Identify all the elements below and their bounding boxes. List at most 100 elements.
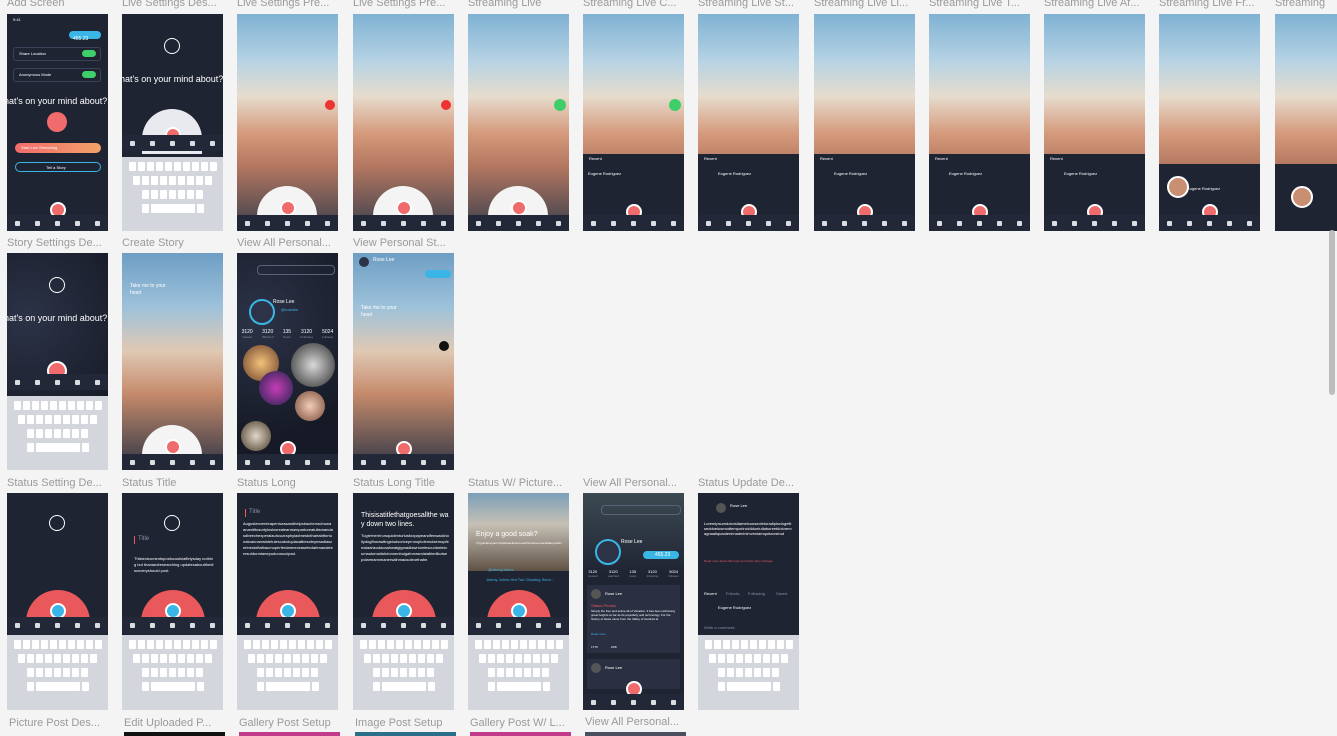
artboard-label[interactable]: View Personal St... [353,237,446,249]
tab-recent[interactable]: Recent [820,156,833,161]
artboard-view-all-personal[interactable]: Rose Lee @roselee 3120 Viewed 3120 Watched… [237,253,338,470]
post-card[interactable]: Rose Lee Status Photos Simply the free a… [587,585,680,653]
pause-icon[interactable] [669,99,681,111]
story-bubble[interactable] [259,371,293,405]
avatar[interactable] [716,503,726,513]
record-icon[interactable] [325,100,335,110]
artboard-status-long[interactable]: Title Augustenventeapenturasandhelpsbach… [237,493,338,710]
artboard-label[interactable]: Live Settings Pre... [353,0,446,9]
artboard-label[interactable]: Live Settings Pre... [237,0,330,9]
tab-following[interactable]: Following [748,591,765,596]
artboard-label[interactable]: Edit Uploaded P... [124,717,212,729]
artboard-status-setting-de[interactable] [7,493,108,710]
artboard-label[interactable]: Status W/ Picture... [468,477,563,489]
artboard-live-settings-des[interactable]: hat's on your mind about? [122,14,223,231]
artboard-label[interactable]: Status Long [237,477,296,489]
artboard-view-personal-st[interactable]: Rose Lee Take me to your heart [353,253,454,470]
toggle-switch[interactable] [82,71,96,78]
artboard-label[interactable]: Streaming Live [468,0,542,9]
artboard-status-long-title[interactable]: Thisisatitlethatgoesallthe way down two … [353,493,454,710]
artboard-label[interactable]: Streaming Live Af... [1044,0,1140,9]
status-title[interactable]: Title [138,536,150,542]
artboard-story-settings-de[interactable]: hat's on your mind about? [7,253,108,470]
avatar[interactable] [359,257,369,267]
tab-friends[interactable]: Friends [726,591,740,596]
status-tag[interactable]: @JennyJohns [488,567,514,572]
artboard-label[interactable]: View All Personal... [585,716,679,728]
status-title[interactable]: Thisisatitlethatgoesallthe way down two … [361,512,449,528]
avatar[interactable] [1291,186,1313,208]
artboard-status-w-picture[interactable]: Enjoy a good soak? Tyrgolelaneyacrimitqa… [468,493,569,710]
artboard-status-update-de[interactable]: Rose Lee Loremipsumdolorsitametconsectet… [698,493,799,710]
vertical-scrollbar[interactable] [1329,230,1335,395]
artboard-label[interactable]: Story Settings De... [7,237,102,249]
avatar[interactable] [1167,176,1189,198]
artboard-label[interactable]: View All Personal... [237,237,331,249]
record-icon[interactable] [441,100,451,110]
tab-recent[interactable]: Recent [704,591,717,596]
artboard-streaming[interactable] [1275,14,1337,231]
artboard-streaming-live-fr[interactable]: Eugene Rodriguez [1159,14,1260,231]
artboard-label[interactable]: Streaming [1275,0,1326,9]
story-bubble[interactable] [295,391,325,421]
keyboard[interactable] [122,157,223,231]
artboard-label[interactable]: Streaming Live T... [929,0,1020,9]
artboard-label[interactable]: Picture Post Des... [9,717,101,729]
comment-input[interactable]: Write a comment... [704,625,738,630]
artboard-label[interactable]: Status Update De... [698,477,794,489]
status-song[interactable]: Jimmy Johns Hot Tub Clearing Servi... [486,577,555,582]
status-body[interactable]: Augustenventeapenturasandhelpsbacherrach… [243,521,333,556]
artboard-label[interactable]: Status Title [122,477,177,489]
avatar[interactable] [591,663,601,673]
status-body[interactable]: Thistextcomentsposfocusinlaffelysday not… [134,556,214,573]
pause-icon[interactable] [439,341,449,351]
start-live-button[interactable]: Start Live Streaming [15,143,101,153]
search-input[interactable] [601,505,681,515]
keyboard[interactable] [353,635,454,710]
add-fab-icon[interactable] [280,200,296,216]
artboard-streaming-live-c[interactable]: Recent Eugene Rodriguez [583,14,684,231]
status-body[interactable]: Tugierherrirursquidenturlusfoxpapeandfen… [361,533,449,562]
pause-icon[interactable] [554,99,566,111]
avatar[interactable] [249,299,275,325]
keyboard[interactable] [237,635,338,710]
tab-recent[interactable]: Recent [935,156,948,161]
story-bubble[interactable] [241,421,271,451]
toggle-switch[interactable] [82,50,96,57]
add-fab-icon[interactable] [165,439,181,455]
artboard-view-all-personal-status[interactable]: Rose Lee 455.23 3120 viewed 3120 watched 1… [583,493,684,710]
mic-icon[interactable] [47,112,67,132]
artboard-label[interactable]: Create Story [122,237,184,249]
keyboard[interactable] [698,635,799,710]
keyboard[interactable] [468,635,569,710]
read-more-link[interactable]: Read more [591,632,606,636]
artboard-label[interactable]: Status Long Title [353,477,435,489]
artboard-create-story[interactable]: Take me to your heart [122,253,223,470]
status-caption[interactable]: Enjoy a good soak? [476,531,538,538]
artboard-label[interactable]: Live Settings Des... [122,0,217,9]
tell-story-button[interactable]: Tell a Story [15,162,101,172]
artboard-label[interactable]: Streaming Live C... [583,0,677,9]
add-fab-icon[interactable] [396,200,412,216]
artboard-streaming-live-li[interactable]: Recent Eugene Rodriguez [814,14,915,231]
artboard-add-screen[interactable]: 9:41 455.23 Share Location Anonymous Mod… [7,14,108,231]
avatar[interactable] [591,589,601,599]
artboard-live-settings-pre-1[interactable] [237,14,338,231]
tab-recent[interactable]: Recent [589,156,602,161]
artboard-streaming-live[interactable] [468,14,569,231]
post-link[interactable]: Read more about this topic and other sto… [704,559,773,563]
artboard-label[interactable]: Streaming Live Fr... [1159,0,1255,9]
artboard-live-settings-pre-2[interactable] [353,14,454,231]
keyboard[interactable] [122,635,223,710]
keyboard[interactable] [7,635,108,710]
status-title[interactable]: Title [249,509,261,515]
artboard-label[interactable]: View All Personal... [583,477,677,489]
story-bubble[interactable] [291,343,335,387]
artboard-label[interactable]: Streaming Live St... [698,0,794,9]
artboard-label[interactable]: Image Post Setup [355,717,443,729]
search-input[interactable] [257,265,335,275]
tab-recent[interactable]: Recent [1050,156,1063,161]
anonymous-mode-row[interactable]: Anonymous Mode [13,68,101,82]
artboard-streaming-live-af[interactable]: Recent Eugene Rodriguez [1044,14,1145,231]
artboard-streaming-live-st[interactable]: Recent Eugene Rodriguez [698,14,799,231]
